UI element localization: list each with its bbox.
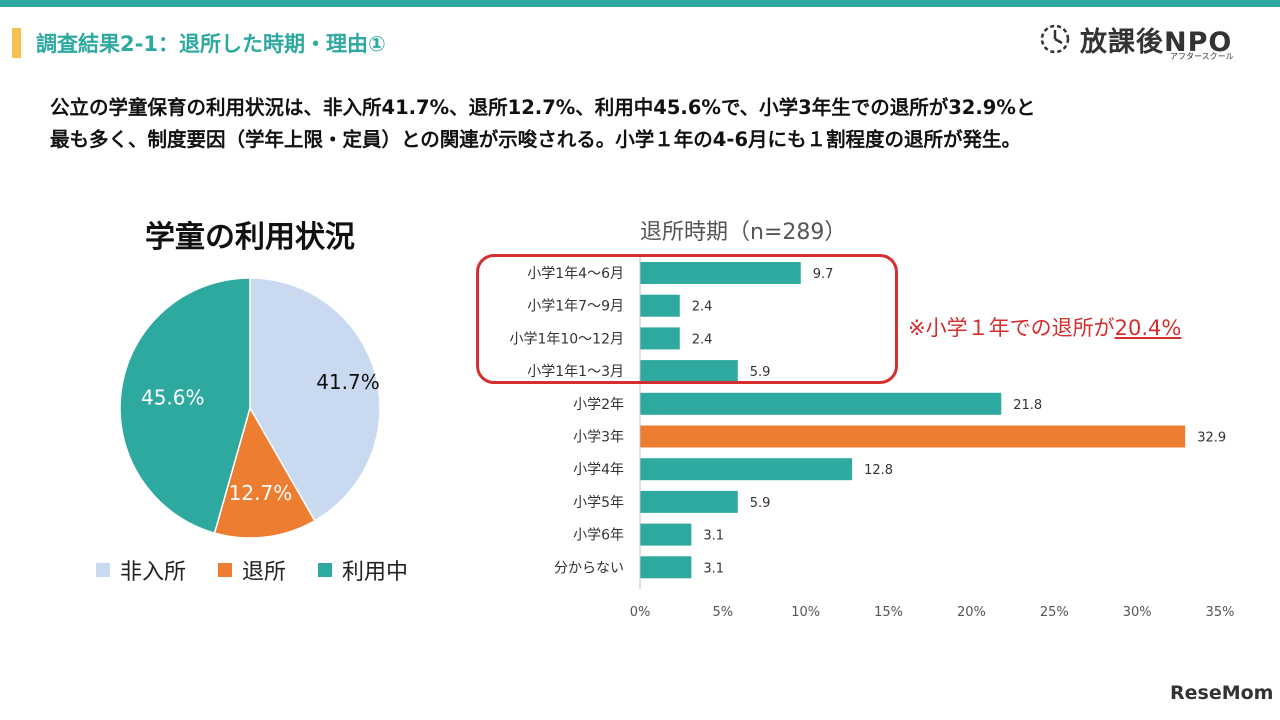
- grade1-highlight-box: [476, 254, 898, 384]
- grade1-note-value: 20.4%: [1114, 316, 1182, 340]
- resemom-logo: ReseMom: [1170, 682, 1274, 704]
- bar-category-label: 小学2年: [573, 397, 624, 413]
- legend-item-not-enrolled: 非入所: [96, 554, 186, 586]
- x-tick-label: 5%: [713, 605, 734, 620]
- x-tick-label: 25%: [1040, 605, 1069, 620]
- legend-swatch-withdrawn: [218, 563, 233, 577]
- bar-category-label: 小学5年: [573, 495, 624, 511]
- legend-label-withdrawn: 退所: [242, 560, 287, 585]
- bar-category-label: 小学1年7～9月: [527, 299, 624, 315]
- bar-value-label: 3.1: [703, 561, 724, 576]
- pie-chart: 41.7% 12.7% 45.6%: [119, 277, 381, 539]
- x-tick-label: 0%: [630, 605, 651, 620]
- bar: [640, 490, 738, 513]
- pie-slice: [119, 277, 251, 534]
- pie-slice: [249, 277, 381, 522]
- npo-logo: 放課後NPO アフタースクール: [1038, 20, 1238, 61]
- bar-category-label: 分からない: [554, 560, 624, 576]
- bar-category-label: 小学1年1～3月: [527, 364, 624, 380]
- legend-item-in-use: 利用中: [318, 554, 408, 586]
- pie-slice: [213, 406, 316, 539]
- bar-value-label: 3.1: [703, 529, 724, 544]
- bar-category-label: 小学6年: [573, 528, 624, 544]
- bar: [640, 556, 692, 579]
- legend-item-withdrawn: 退所: [218, 554, 286, 586]
- bar-value-label: 2.4: [692, 300, 713, 315]
- bar-value-label: 21.8: [1013, 398, 1042, 413]
- bar-category-label: 小学4年: [573, 462, 624, 478]
- pie-legend: 非入所 退所 利用中: [96, 554, 408, 586]
- bar-value-label: 5.9: [750, 496, 771, 511]
- bar-chart: 小学1年4～6月 9.7 小学1年7～9月 2.4 小学1年10～12月 2.4 小学1年1…: [509, 254, 1235, 620]
- legend-swatch-in-use: [318, 563, 333, 577]
- x-tick-label: 10%: [791, 605, 820, 620]
- top-accent-band: [0, 0, 1280, 7]
- logo-text: 放課後NPO: [1080, 27, 1233, 58]
- bar-value-label: 5.9: [750, 365, 771, 380]
- pie-chart-title: 学童の利用状況: [145, 220, 355, 255]
- bar: [640, 458, 853, 481]
- clock-logo-icon: [1040, 24, 1070, 54]
- bar-category-label: 小学1年4～6月: [527, 266, 624, 282]
- bar-value-label: 32.9: [1197, 431, 1226, 446]
- grade1-note-prefix: ※小学１年での退所が: [908, 316, 1115, 340]
- bar-value-label: 12.8: [864, 463, 893, 478]
- pie-slice-label: 12.7%: [229, 481, 293, 505]
- x-tick-label: 15%: [874, 605, 903, 620]
- bar: [640, 327, 680, 350]
- summary-line-1: 公立の学童保育の利用状況は、非入所41.7%、退所12.7%、利用中45.6%で…: [50, 96, 1036, 119]
- legend-label-not-enrolled: 非入所: [120, 560, 187, 585]
- x-tick-label: 20%: [957, 605, 986, 620]
- bar: [640, 262, 801, 284]
- logo-subtext: アフタースクール: [1170, 52, 1234, 61]
- summary-line-2: 最も多く、制度要因（学年上限・定員）との関連が示唆される。小学１年の4-6月にも…: [50, 128, 1022, 151]
- bar: [640, 392, 1002, 415]
- x-tick-label: 35%: [1206, 605, 1235, 620]
- bar-value-label: 9.7: [813, 267, 834, 282]
- bar: [640, 294, 680, 317]
- title-marker: [12, 28, 21, 58]
- bar: [640, 360, 738, 383]
- pie-slice-label: 45.6%: [141, 385, 205, 409]
- bar-category-label: 小学3年: [573, 430, 624, 446]
- slide-title: 調査結果2-1：退所した時期・理由①: [36, 32, 386, 56]
- bar-value-label: 2.4: [692, 332, 713, 347]
- bar-chart-title: 退所時期（n=289）: [640, 220, 847, 245]
- x-tick-label: 30%: [1123, 605, 1152, 620]
- bar-category-label: 小学1年10～12月: [509, 331, 624, 347]
- pie-slice-label: 41.7%: [316, 370, 380, 394]
- summary-text: 公立の学童保育の利用状況は、非入所41.7%、退所12.7%、利用中45.6%で…: [50, 92, 1250, 156]
- legend-swatch-not-enrolled: [96, 563, 110, 577]
- grade1-note: ※小学１年での退所が20.4%: [908, 312, 1181, 342]
- bar: [640, 425, 1186, 448]
- legend-label-in-use: 利用中: [342, 560, 409, 585]
- bar: [640, 523, 692, 546]
